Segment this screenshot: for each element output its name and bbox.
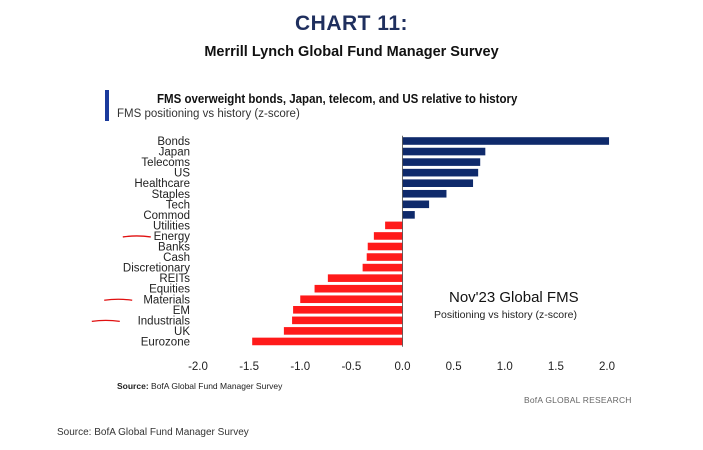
bar-healthcare: [402, 179, 474, 187]
outer-source-note: Source: BofA Global Fund Manager Survey: [57, 427, 249, 438]
category-label-energy: Energy: [154, 231, 191, 243]
bar-discretionary: [362, 263, 403, 272]
x-tick-label: 0.5: [446, 361, 462, 373]
bar-materials: [300, 295, 403, 304]
category-label-em: EM: [173, 305, 190, 317]
bar-reits: [327, 274, 403, 282]
category-label-bonds: Bonds: [157, 136, 190, 148]
highlight-mark-industrials: [91, 319, 120, 322]
x-tick-labels-group: -2.0 -1.5 -1.0 -0.5 0.0 0.5 1.0 1.5 2.0: [188, 361, 615, 373]
highlight-mark-energy: [122, 235, 151, 238]
category-label-commod: Commod: [143, 210, 190, 222]
bars-group: [252, 135, 610, 347]
highlight-mark-materials: [104, 298, 133, 301]
category-label-discretionary: Discretionary: [123, 263, 190, 275]
x-tick-label: -1.5: [239, 361, 259, 373]
chart-subtitle: FMS positioning vs history (z-score): [117, 108, 300, 120]
chart-title: FMS overweight bonds, Japan, telecom, an…: [157, 92, 518, 106]
category-label-reits: REITs: [159, 273, 190, 285]
category-label-industrials: Industrials: [138, 315, 191, 327]
brand-label: BofA GLOBAL RESEARCH: [524, 395, 632, 405]
bar-utilities: [385, 221, 403, 230]
bar-bonds: [402, 137, 610, 145]
bar-banks: [367, 242, 403, 251]
x-tick-label: -1.0: [290, 361, 310, 373]
x-tick-label: 1.5: [548, 361, 564, 373]
category-label-healthcare: Healthcare: [134, 178, 190, 190]
category-label-eurozone: Eurozone: [141, 336, 190, 348]
x-tick-label: 1.0: [497, 361, 513, 373]
bar-energy: [373, 232, 403, 240]
category-label-staples: Staples: [152, 189, 191, 201]
category-label-utilities: Utilities: [153, 220, 190, 232]
category-label-telecoms: Telecoms: [141, 157, 190, 169]
bar-us: [402, 168, 479, 177]
category-labels-group: BondsJapanTelecomsUSHealthcareStaplesTec…: [123, 136, 190, 348]
chart-heading: CHART 11:: [294, 12, 409, 35]
annotation-subtitle: Positioning vs history (z-score): [434, 309, 577, 321]
category-label-japan: Japan: [159, 147, 190, 159]
bar-eurozone: [252, 337, 403, 346]
source-note: Source: BofA Global Fund Manager Survey: [117, 381, 282, 391]
highlight-marks-group: [91, 235, 151, 322]
source-text: BofA Global Fund Manager Survey: [151, 381, 283, 391]
category-label-tech: Tech: [166, 199, 190, 211]
category-label-banks: Banks: [158, 242, 190, 254]
category-label-us: US: [174, 168, 190, 180]
bar-industrials: [292, 316, 403, 325]
x-tick-label: -0.5: [341, 361, 361, 373]
x-tick-label: 0.0: [395, 361, 411, 373]
category-label-cash: Cash: [163, 252, 190, 264]
source-label: Source:: [117, 381, 149, 391]
x-tick-label: -2.0: [188, 361, 208, 373]
bar-telecoms: [402, 158, 481, 166]
bar-equities: [314, 284, 403, 293]
bar-staples: [402, 189, 447, 198]
x-tick-label: 2.0: [599, 361, 615, 373]
bar-commod: [402, 211, 415, 219]
category-label-materials: Materials: [143, 294, 190, 306]
annotation-title: Nov'23 Global FMS: [449, 289, 579, 306]
title-accent-bar: [105, 90, 109, 121]
bar-japan: [402, 147, 486, 156]
category-label-uk: UK: [174, 326, 190, 338]
chart-subheading: Merrill Lynch Global Fund Manager Survey: [204, 44, 499, 60]
bar-tech: [402, 200, 430, 209]
bar-cash: [366, 253, 403, 261]
category-label-equities: Equities: [149, 284, 190, 296]
bar-em: [293, 306, 403, 314]
bar-uk: [283, 327, 403, 335]
